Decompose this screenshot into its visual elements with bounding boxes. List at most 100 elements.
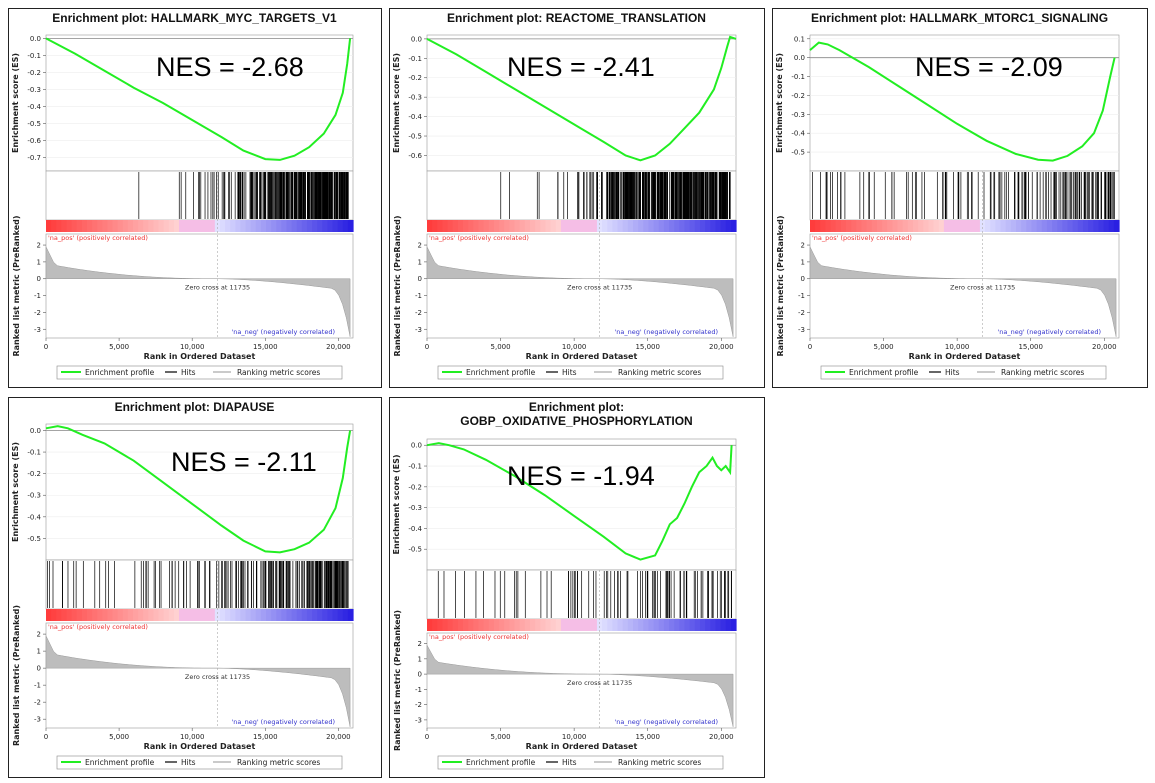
rank-colorbar-segment: [437, 220, 444, 232]
es-tick-label: -0.5: [27, 120, 41, 128]
rank-colorbar-segment: [317, 609, 323, 621]
rank-colorbar-segment: [684, 220, 691, 232]
rank-colorbar-segment: [545, 220, 552, 232]
rank-colorbar-segment: [622, 619, 629, 631]
rank-colorbar-segment: [168, 220, 175, 232]
negative-correlation-label: 'na_neg' (negatively correlated): [231, 718, 335, 726]
rank-colorbar-segment: [1021, 220, 1027, 232]
rank-colorbar-segment: [235, 220, 242, 232]
rank-colorbar-segment: [260, 220, 267, 232]
rank-colorbar-segment: [332, 220, 339, 232]
rank-colorbar-segment: [504, 619, 510, 631]
rank-colorbar-segment: [327, 609, 334, 621]
rank-colorbar-segment: [92, 220, 98, 232]
rank-colorbar-segment: [689, 619, 696, 631]
rank-colorbar-segment: [1093, 220, 1099, 232]
es-tick-label: -0.4: [408, 525, 422, 533]
x-axis-label: Rank in Ordered Dataset: [144, 352, 256, 361]
rank-colorbar-segment: [705, 619, 711, 631]
rank-colorbar-segment: [153, 609, 160, 621]
x-tick-label: 10,000: [180, 343, 205, 351]
metric-tick-label: 0: [801, 275, 805, 283]
rank-colorbar-segment: [122, 609, 129, 621]
rank-colorbar-segment: [943, 220, 950, 232]
enrichment-profile-line: [45, 37, 352, 161]
rank-colorbar-segment: [902, 220, 909, 232]
rank-colorbar-segment: [312, 609, 318, 621]
rank-colorbar-segment: [132, 220, 139, 232]
rank-colorbar-segment: [566, 220, 572, 232]
metric-tick-label: 1: [801, 258, 805, 266]
rank-colorbar-segment: [473, 220, 480, 232]
positive-correlation-label: 'na_pos' (positively correlated): [48, 623, 148, 631]
rank-colorbar-segment: [81, 220, 88, 232]
x-tick-label: 15,000: [253, 343, 278, 351]
rank-colorbar-segment: [337, 220, 344, 232]
zero-cross-label: Zero cross at 11735: [567, 679, 632, 687]
x-tick-label: 15,000: [1018, 343, 1043, 351]
metric-frame: [809, 233, 1120, 339]
metric-tick-label: -1: [415, 292, 422, 300]
rank-colorbar-segment: [112, 220, 119, 232]
x-tick-label: 10,000: [562, 733, 587, 741]
rank-colorbar-segment: [591, 220, 598, 232]
metric-axis-label: Ranked list metric (PreRanked): [393, 215, 402, 356]
rank-colorbar-segment: [627, 220, 634, 232]
rank-colorbar-segment: [840, 220, 847, 232]
rank-colorbar-segment: [153, 220, 160, 232]
rank-colorbar-segment: [949, 220, 955, 232]
rank-colorbar-segment: [622, 220, 629, 232]
metric-tick-label: -2: [415, 309, 422, 317]
rank-colorbar-segment: [669, 619, 675, 631]
rank-colorbar-segment: [617, 619, 624, 631]
legend-box: [56, 365, 343, 380]
rank-colorbar-segment: [189, 609, 195, 621]
metric-tick-label: 2: [37, 242, 41, 250]
x-tick-label: 0: [808, 343, 812, 351]
es-tick-label: -0.6: [408, 152, 422, 160]
rank-colorbar-segment: [102, 220, 108, 232]
x-tick-label: 5,000: [491, 733, 511, 741]
rank-colorbar-segment: [560, 220, 567, 232]
rank-colorbar-segment: [301, 220, 308, 232]
legend-profile-label: Enrichment profile: [466, 368, 536, 377]
x-tick-label: 5,000: [874, 343, 894, 351]
x-tick-label: 10,000: [180, 733, 205, 741]
x-tick-label: 10,000: [945, 343, 970, 351]
rank-colorbar-segment: [97, 220, 103, 232]
nes-label: NES = -2.41: [507, 52, 655, 82]
rank-colorbar-segment: [653, 619, 660, 631]
rank-colorbar-segment: [596, 220, 603, 232]
es-tick-label: -0.3: [408, 94, 422, 102]
es-tick-label: -0.1: [791, 73, 805, 81]
rank-colorbar-segment: [76, 609, 83, 621]
rank-colorbar-segment: [107, 220, 114, 232]
rank-colorbar-segment: [815, 220, 821, 232]
legend-profile-label: Enrichment profile: [85, 758, 155, 767]
rank-colorbar-segment: [535, 619, 541, 631]
es-axis-label: Enrichment score (ES): [392, 53, 401, 153]
rank-colorbar-segment: [979, 220, 986, 232]
rank-colorbar-segment: [1036, 220, 1043, 232]
x-tick-label: 0: [425, 733, 429, 741]
enrichment-panel-3: Enrichment plot: HALLMARK_MTORC1_SIGNALI…: [772, 8, 1148, 388]
x-tick-label: 20,000: [326, 343, 351, 351]
rank-colorbar-segment: [1067, 220, 1074, 232]
rank-colorbar-segment: [530, 220, 536, 232]
rank-colorbar-segment: [928, 220, 935, 232]
rank-colorbar-segment: [679, 220, 686, 232]
rank-colorbar-segment: [1088, 220, 1094, 232]
rank-colorbar-segment: [612, 619, 619, 631]
rank-colorbar-segment: [643, 619, 650, 631]
es-tick-label: -0.5: [408, 546, 422, 554]
rank-colorbar-segment: [306, 609, 313, 621]
enrichment-chart: Enrichment plot: DIAPAUSE 0.0 -0.1 -0.2 -0.3…: [11, 400, 354, 770]
hits-frame: [809, 170, 1120, 221]
rank-colorbar-segment: [457, 220, 464, 232]
rank-colorbar-segment: [61, 220, 68, 232]
rank-colorbar-segment: [617, 220, 624, 232]
enrichment-chart: Enrichment plot:GOBP_OXIDATIVE_PHOSPHORY…: [392, 400, 737, 770]
metric-axis-label: Ranked list metric (PreRanked): [776, 215, 785, 356]
positive-correlation-label: 'na_pos' (positively correlated): [429, 234, 529, 242]
chart-title: Enrichment plot:: [529, 400, 624, 414]
